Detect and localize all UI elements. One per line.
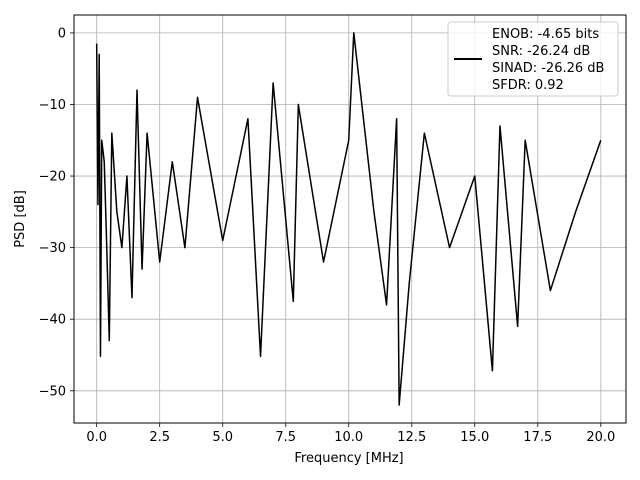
x-tick-label: 12.5 [397,430,426,445]
x-tick-label: 0.0 [86,430,107,445]
y-tick-label: −30 [39,241,66,256]
legend-entry-sinad: SINAD: -26.26 dB [492,61,604,76]
x-tick-label: 5.0 [212,430,233,445]
x-tick-label: 20.0 [586,430,615,445]
psd-series-line [95,32,602,406]
y-tick-label: −40 [39,313,66,328]
legend-entry-snr: SNR: -26.24 dB [492,44,590,59]
legend: ENOB: -4.65 bits SNR: -26.24 dB SINAD: -… [447,21,619,97]
legend-entry-enob: ENOB: -4.65 bits [492,27,599,42]
x-axis-label: Frequency [MHz] [294,451,403,466]
y-tick-label: −20 [39,170,66,185]
y-axis-label: PSD [dB] [13,190,28,248]
legend-box [447,21,619,97]
y-tick-label: 0 [58,26,66,41]
y-tick-label: −50 [39,384,66,399]
x-tick-label: 15.0 [460,430,489,445]
x-axis-ticks: 0.0 2.5 5.0 7.5 10.0 12.5 15.0 17.5 20.0 [86,423,615,445]
x-tick-label: 17.5 [523,430,552,445]
plot-frame [73,14,627,424]
x-tick-label: 2.5 [149,430,170,445]
legend-entry-sfdr: SFDR: 0.92 [492,78,564,93]
x-tick-label: 7.5 [275,430,296,445]
y-tick-label: −10 [39,98,66,113]
series-group [95,32,602,406]
x-tick-label: 10.0 [334,430,363,445]
y-axis-ticks: 0 −10 −20 −30 −40 −50 [39,26,74,399]
